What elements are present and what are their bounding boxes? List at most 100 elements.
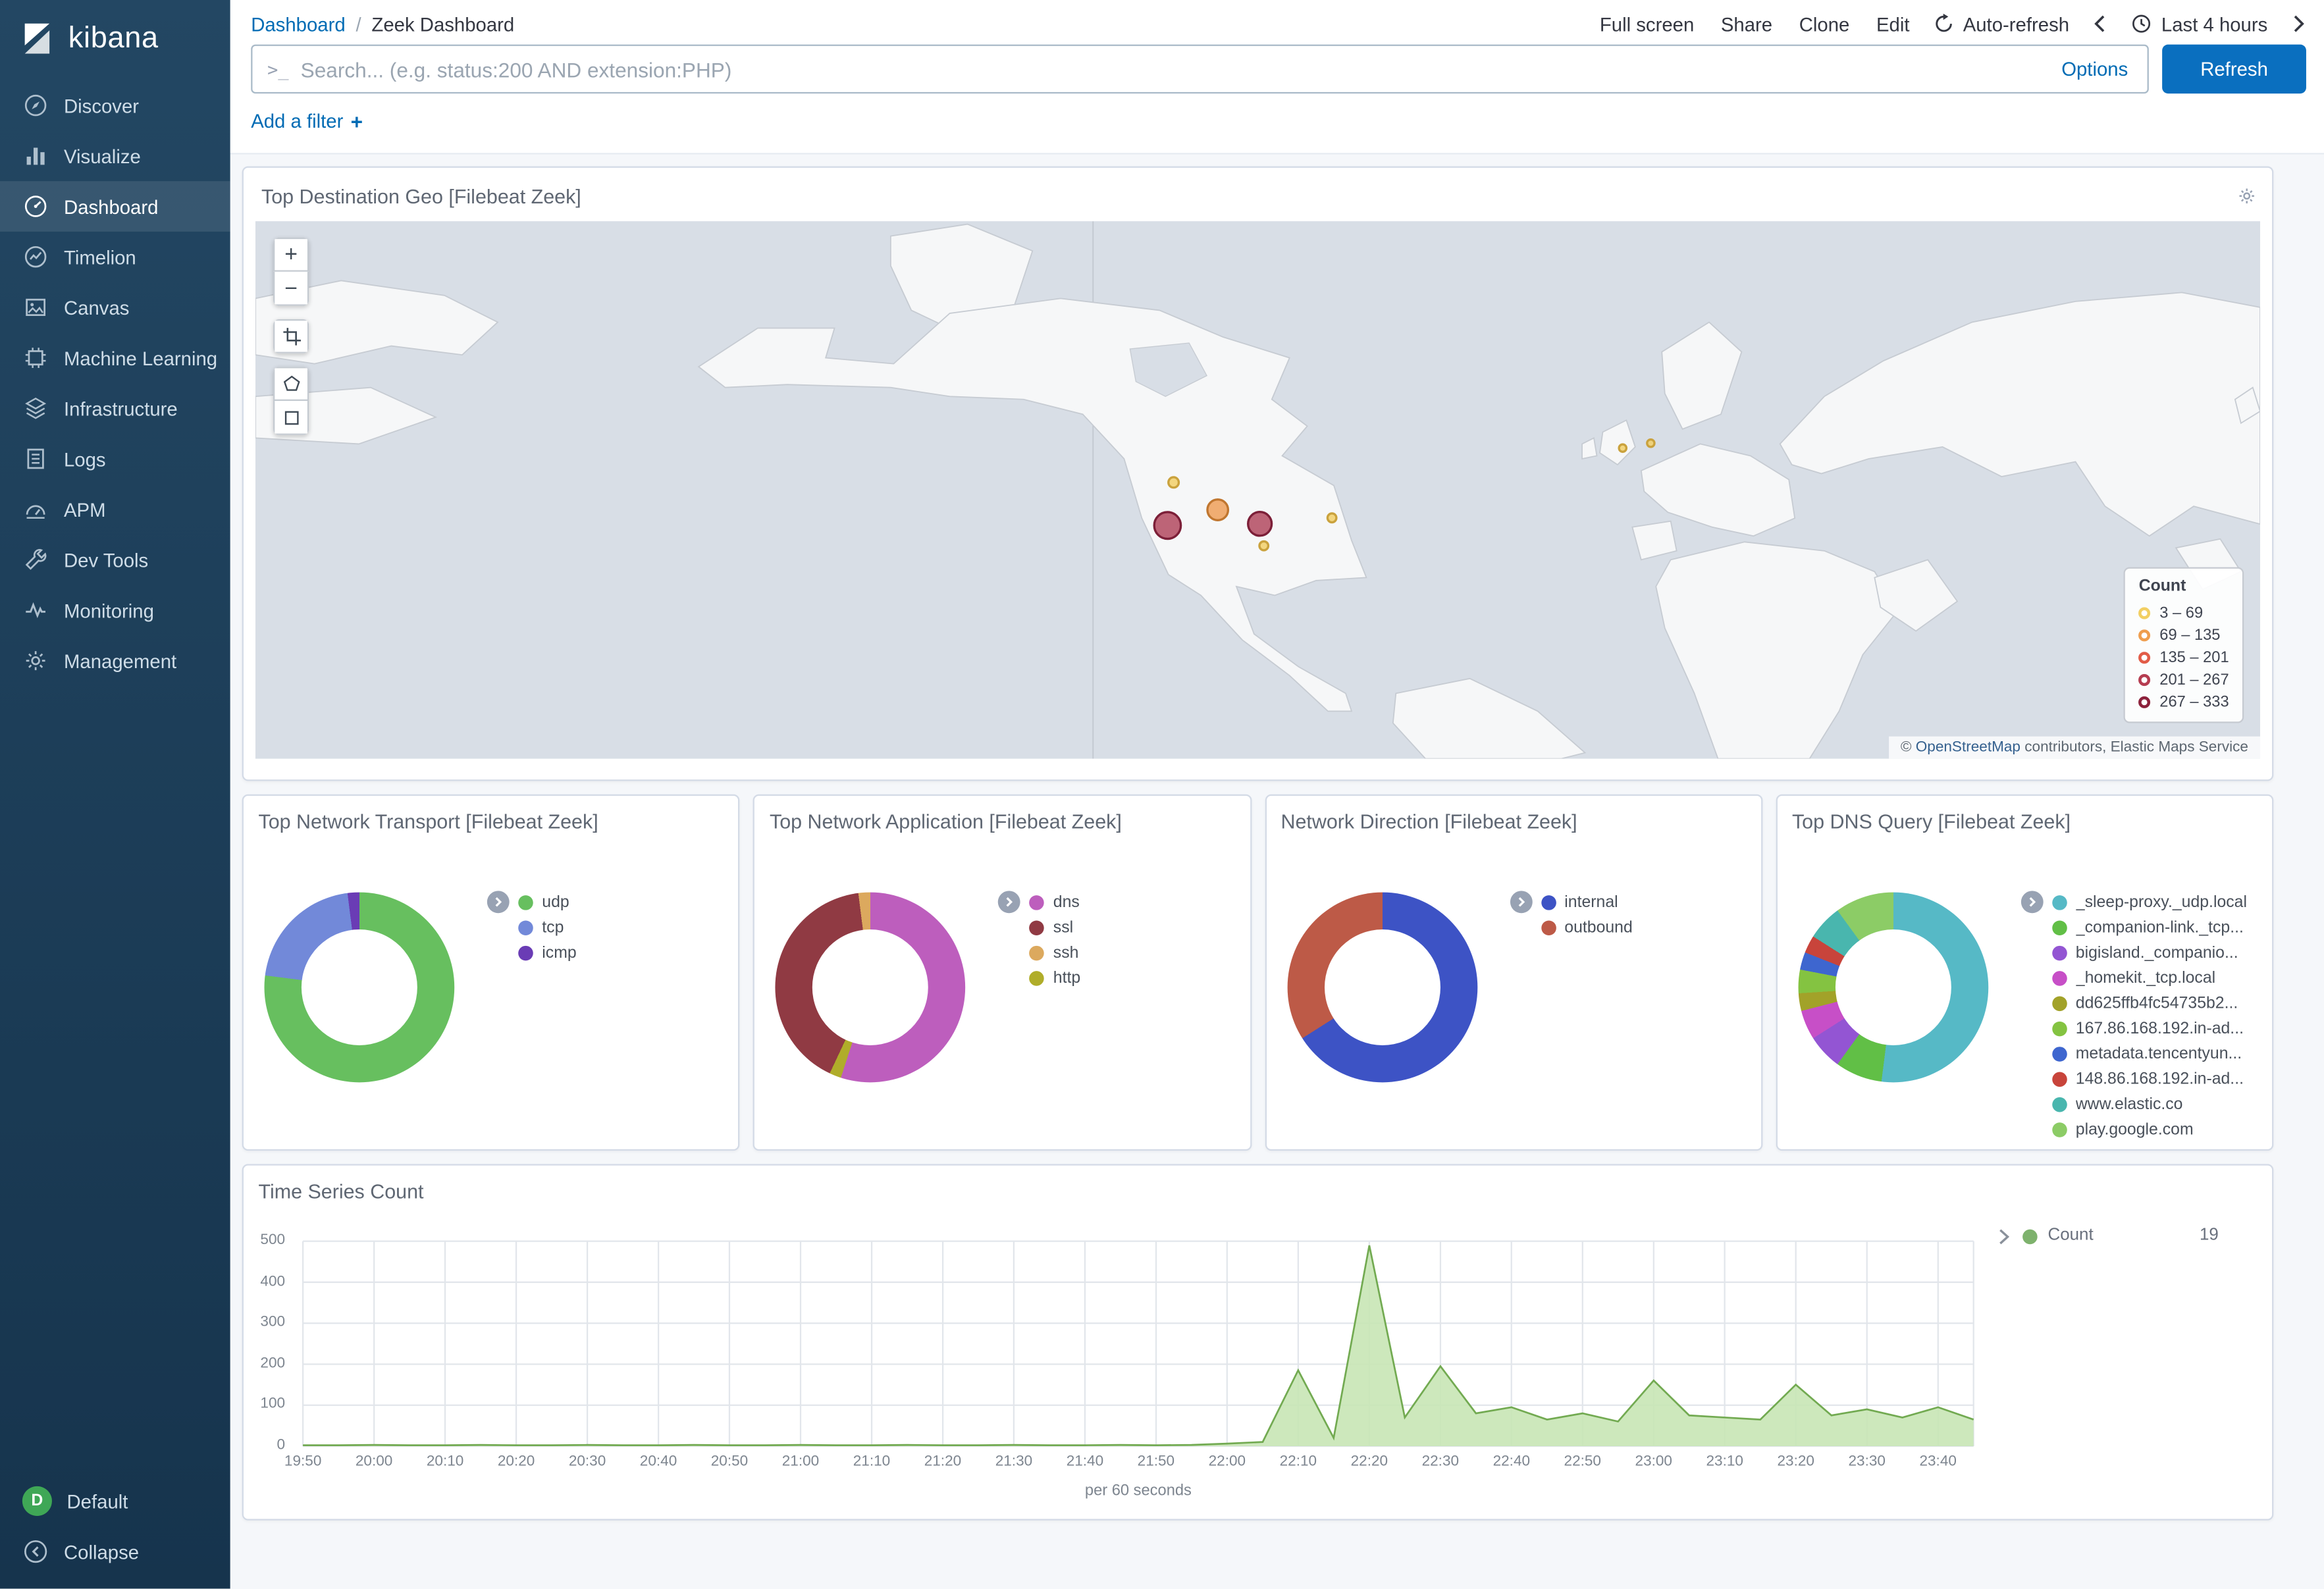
legend-item[interactable]: http	[1029, 965, 1081, 990]
auto-refresh-button[interactable]: Auto-refresh	[1934, 13, 2069, 35]
add-filter-label: Add a filter	[251, 109, 344, 132]
dashboard-grid: Top Destination Geo [Filebeat Zeek]	[242, 166, 2274, 1521]
sidebar-item-management[interactable]: Management	[0, 635, 230, 686]
legend-item[interactable]: ssl	[1029, 914, 1081, 939]
sidebar-item-monitoring[interactable]: Monitoring	[0, 585, 230, 636]
donut-chart-top-dns-query[interactable]	[1797, 892, 1988, 1083]
panel-options-button[interactable]	[2236, 186, 2258, 207]
add-filter-link[interactable]: Add a filter +	[251, 109, 363, 133]
sidebar-item-space-default[interactable]: D Default	[0, 1476, 230, 1526]
sidebar-item-canvas[interactable]: Canvas	[0, 282, 230, 333]
kibana-logo[interactable]: kibana	[0, 0, 230, 80]
legend-item[interactable]: outbound	[1541, 914, 1633, 939]
legend-item[interactable]: metadata.tencentyun...	[2051, 1041, 2247, 1066]
map-zoom-in-button[interactable]: +	[273, 237, 309, 272]
breadcrumb-dashboard-link[interactable]: Dashboard	[251, 13, 346, 36]
legend-toggle-button[interactable]	[1509, 891, 1532, 914]
legend-item[interactable]: tcp	[518, 914, 576, 939]
top-menu-item-clone[interactable]: Clone	[1799, 13, 1850, 36]
map-zoom-out-button[interactable]: −	[273, 271, 309, 306]
sidebar-item-visualize[interactable]: Visualize	[0, 130, 230, 181]
legend-series-name[interactable]: Count	[2047, 1226, 2094, 1245]
panel-title: Top Destination Geo [Filebeat Zeek]	[261, 184, 581, 207]
world-map[interactable]: + − Count 3 – 69 69 – 135 135 –	[255, 221, 2261, 759]
legend-item[interactable]: www.elastic.co	[2051, 1091, 2247, 1116]
legend-item[interactable]: udp	[518, 889, 576, 914]
legend-color-dot	[518, 894, 533, 910]
y-axis-tick-label: 0	[277, 1437, 286, 1454]
sidebar-collapse-button[interactable]: Collapse	[0, 1526, 230, 1577]
legend-expand-icon[interactable]	[1997, 1228, 2013, 1245]
legend-toggle-button[interactable]	[487, 891, 510, 914]
map-marker[interactable]	[1258, 540, 1270, 552]
legend-color-dot	[2051, 1071, 2067, 1086]
top-menu-item-share[interactable]: Share	[1720, 13, 1773, 36]
map-controls: + −	[273, 237, 309, 448]
donut-chart-top-network-transport[interactable]	[264, 892, 455, 1083]
map-marker[interactable]	[1247, 511, 1273, 537]
sidebar-item-label: Discover	[63, 94, 140, 117]
legend-color-dot	[1541, 894, 1556, 910]
legend-color-dot	[2051, 1046, 2067, 1061]
x-axis-tick-label: 20:00	[355, 1453, 393, 1471]
legend-color-dot	[2051, 894, 2067, 910]
legend-label: icmp	[542, 943, 577, 962]
query-options-link[interactable]: Options	[2061, 57, 2128, 80]
legend-item[interactable]: _companion-link._tcp...	[2051, 914, 2247, 939]
top-menu-item-full-screen[interactable]: Full screen	[1599, 13, 1695, 36]
map-marker[interactable]	[1646, 438, 1656, 448]
map-draw-rectangle-button[interactable]	[273, 401, 309, 435]
legend-item[interactable]: _sleep-proxy._udp.local	[2051, 889, 2247, 914]
legend-item[interactable]: 167.86.168.192.in-ad...	[2051, 1016, 2247, 1041]
sidebar-item-dashboard[interactable]: Dashboard	[0, 181, 230, 232]
legend-item[interactable]: _homekit._tcp.local	[2051, 965, 2247, 990]
legend-item[interactable]: bigisland._companio...	[2051, 940, 2247, 965]
legend-item[interactable]: dd625ffb4fc54735b2...	[2051, 990, 2247, 1015]
time-series-chart[interactable]: 0 100 200 300 400 500 19:50 20:00 20:10 20:20 20:…	[260, 1233, 1974, 1470]
x-axis-tick-label: 20:30	[568, 1453, 606, 1471]
map-draw-polygon-button[interactable]	[273, 367, 309, 402]
legend-label: http	[1053, 968, 1081, 987]
map-marker[interactable]	[1326, 512, 1338, 524]
legend-toggle-button[interactable]	[2020, 891, 2044, 914]
legend-label: dd625ffb4fc54735b2...	[2075, 994, 2238, 1012]
x-axis-labels: 19:50 20:00 20:10 20:20 20:30 20:40 20:50 21:00…	[284, 1453, 1974, 1471]
map-marker[interactable]	[1153, 511, 1182, 540]
y-axis-tick-label: 500	[260, 1232, 286, 1249]
legend-item[interactable]: internal	[1541, 889, 1633, 914]
donut-chart-top-network-application[interactable]	[775, 892, 966, 1083]
legend-color-dot	[1541, 920, 1556, 935]
y-axis-tick-label: 200	[260, 1355, 286, 1372]
search-input[interactable]	[298, 55, 2062, 83]
dev-tools-icon	[22, 546, 49, 573]
openstreetmap-link[interactable]: OpenStreetMap	[1915, 739, 2020, 756]
time-range-picker[interactable]: Last 4 hours	[2132, 13, 2267, 35]
sidebar-item-label: Monitoring	[63, 599, 154, 621]
legend-label: udp	[542, 893, 569, 911]
time-step-back-button[interactable]	[2093, 13, 2108, 34]
sidebar-item-dev-tools[interactable]: Dev Tools	[0, 534, 230, 585]
sidebar-item-machine-learning[interactable]: Machine Learning	[0, 332, 230, 383]
panel-title: Time Series Count	[258, 1180, 424, 1203]
legend-item[interactable]: ssh	[1029, 940, 1081, 965]
legend-item[interactable]: icmp	[518, 940, 577, 965]
sidebar-item-timelion[interactable]: Timelion	[0, 232, 230, 282]
map-fit-data-bounds-button[interactable]	[273, 319, 309, 353]
donut-chart-network-direction[interactable]	[1286, 892, 1477, 1083]
legend-item[interactable]: play.google.com	[2051, 1116, 2247, 1141]
sidebar-item-infrastructure[interactable]: Infrastructure	[0, 383, 230, 434]
panel-top-network-transport: Top Network Transport [Filebeat Zeek] udp…	[242, 794, 740, 1151]
map-marker[interactable]	[1167, 476, 1180, 489]
sidebar-item-logs[interactable]: Logs	[0, 434, 230, 484]
sidebar-item-discover[interactable]: Discover	[0, 80, 230, 131]
top-menu-item-edit[interactable]: Edit	[1876, 13, 1910, 36]
legend-toggle-button[interactable]	[998, 891, 1021, 914]
legend-item[interactable]: 148.86.168.192.in-ad...	[2051, 1066, 2247, 1091]
time-step-forward-button[interactable]	[2291, 13, 2306, 34]
legend-item[interactable]: dns	[1029, 889, 1081, 914]
sidebar-item-apm[interactable]: APM	[0, 484, 230, 534]
map-marker[interactable]	[1618, 443, 1628, 454]
map-marker[interactable]	[1206, 498, 1230, 522]
refresh-button[interactable]: Refresh	[2162, 44, 2306, 94]
panel-title: Top DNS Query [Filebeat Zeek]	[1791, 810, 2071, 833]
